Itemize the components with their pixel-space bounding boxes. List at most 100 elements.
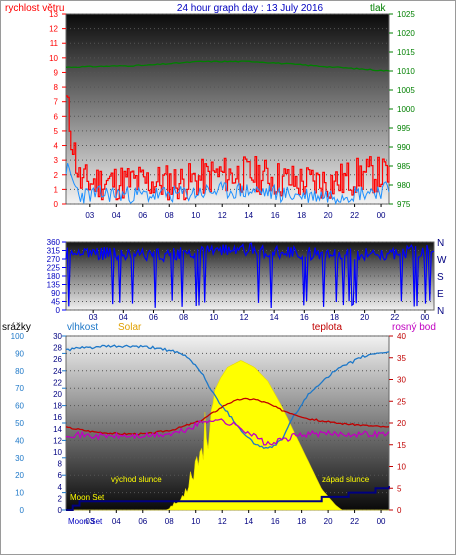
wind-ytick-label: 1 xyxy=(54,185,59,194)
direction-xtick-label: 12 xyxy=(240,313,249,322)
pressure-axis-title: tlak xyxy=(370,3,387,14)
direction-xtick-label: 14 xyxy=(270,313,279,322)
temperature-legend: teplota xyxy=(312,322,342,333)
wind-xtick-label: 10 xyxy=(191,211,200,220)
pressure-ytick-label: 1000 xyxy=(397,105,415,114)
wind-ytick-label: 7 xyxy=(54,98,59,107)
humidity-ytick-label: 0 xyxy=(20,506,25,515)
direction-compass-label: W xyxy=(437,255,447,266)
wind-xtick-label: 03 xyxy=(85,211,94,220)
rain-ytick-label: 26 xyxy=(53,355,62,364)
wind-ytick-label: 9 xyxy=(54,68,59,77)
dewpoint-line xyxy=(66,418,390,446)
wind-xtick-label: 00 xyxy=(377,211,386,220)
wind-axis-title: rychlost větru xyxy=(5,3,64,14)
direction-compass-label: S xyxy=(437,272,444,283)
humidity-ytick-label: 80 xyxy=(15,367,24,376)
wind-avg-line xyxy=(65,163,390,206)
rain-ytick-label: 20 xyxy=(53,390,62,399)
wind-xtick-label: 18 xyxy=(297,211,306,220)
direction-xtick-label: 04 xyxy=(119,313,128,322)
wind-xtick-label: 06 xyxy=(138,211,147,220)
wind-ytick-label: 11 xyxy=(50,39,59,48)
pressure-ytick-label: 1025 xyxy=(397,10,415,19)
direction-xtick-label: 03 xyxy=(89,313,98,322)
temperature-ytick-label: 40 xyxy=(397,332,406,341)
direction-xtick-label: 08 xyxy=(179,313,188,322)
pressure-ytick-label: 995 xyxy=(397,124,411,133)
wind-speed-line xyxy=(66,95,390,201)
direction-ytick-label: 270 xyxy=(47,255,61,264)
rain-ytick-label: 22 xyxy=(53,378,62,387)
direction-ytick-label: 90 xyxy=(51,289,60,298)
direction-compass-label: N xyxy=(437,238,444,249)
direction-xtick-label: 10 xyxy=(209,313,218,322)
wind-ytick-label: 10 xyxy=(49,54,58,63)
solar-legend: Solar xyxy=(118,322,142,333)
rain-ytick-label: 0 xyxy=(58,506,63,515)
direction-xtick-label: 22 xyxy=(390,313,399,322)
temperature-ytick-label: 10 xyxy=(397,463,406,472)
direction-xtick-label: 18 xyxy=(330,313,339,322)
wind-ytick-label: 8 xyxy=(54,83,59,92)
rain-ytick-label: 4 xyxy=(58,483,63,492)
direction-compass-label: N xyxy=(437,306,444,317)
rain-ytick-label: 24 xyxy=(53,367,62,376)
humidity-ytick-label: 90 xyxy=(15,349,24,358)
wind-xtick-label: 14 xyxy=(244,211,253,220)
pressure-ytick-label: 1020 xyxy=(397,29,415,38)
direction-ytick-label: 0 xyxy=(56,306,61,315)
rain-legend: srážky xyxy=(2,322,31,333)
direction-xtick-label: 16 xyxy=(300,313,309,322)
wind-xtick-label: 20 xyxy=(324,211,333,220)
rain-line xyxy=(66,486,390,511)
temperature-ytick-label: 5 xyxy=(397,484,402,493)
weather-xtick-label: 12 xyxy=(218,517,227,526)
direction-ytick-label: 180 xyxy=(47,272,61,281)
moonset-label: Moon Set xyxy=(70,493,105,502)
pressure-ytick-label: 975 xyxy=(397,200,411,209)
direction-ytick-label: 45 xyxy=(51,298,60,307)
wind-ytick-label: 4 xyxy=(54,142,59,151)
direction-ytick-label: 225 xyxy=(47,264,61,273)
humidity-ytick-label: 40 xyxy=(15,436,24,445)
solar-area xyxy=(66,360,389,511)
humidity-ytick-label: 60 xyxy=(15,402,24,411)
weather-xtick-label: 10 xyxy=(191,517,200,526)
wind-ytick-label: 6 xyxy=(54,112,59,121)
direction-ytick-label: 135 xyxy=(47,281,61,290)
moonrise-label: Moon Rise xyxy=(243,492,282,501)
rain-ytick-label: 30 xyxy=(53,332,62,341)
humidity-ytick-label: 100 xyxy=(11,332,25,341)
temperature-ytick-label: 30 xyxy=(397,376,406,385)
temperature-ytick-label: 15 xyxy=(397,441,406,450)
temperature-ytick-label: 25 xyxy=(397,397,406,406)
rain-ytick-label: 16 xyxy=(53,413,62,422)
wind-ytick-label: 0 xyxy=(54,200,59,209)
rain-ytick-label: 10 xyxy=(53,448,62,457)
sunset-label: západ slunce xyxy=(322,475,370,484)
pressure-ytick-label: 990 xyxy=(397,143,411,152)
rain-ytick-label: 18 xyxy=(53,402,62,411)
humidity-line xyxy=(65,344,390,450)
rain-ytick-label: 12 xyxy=(53,436,62,445)
wind-ytick-label: 2 xyxy=(54,171,59,180)
pressure-ytick-label: 985 xyxy=(397,162,411,171)
wind-ytick-label: 12 xyxy=(49,25,58,34)
wind-xtick-label: 16 xyxy=(271,211,280,220)
weather-xtick-label: 08 xyxy=(165,517,174,526)
dewpoint-legend: rosný bod xyxy=(392,322,436,333)
temperature-ytick-label: 0 xyxy=(397,506,402,515)
weather-xtick-label: 18 xyxy=(297,517,306,526)
rain-ytick-label: 28 xyxy=(53,344,62,353)
wind-ytick-label: 5 xyxy=(54,127,59,136)
direction-xtick-label: 20 xyxy=(360,313,369,322)
temperature-line xyxy=(65,397,390,436)
temperature-ytick-label: 35 xyxy=(397,354,406,363)
direction-ytick-label: 315 xyxy=(47,247,61,256)
wind-xtick-label: 08 xyxy=(165,211,174,220)
weather-xtick-label: 16 xyxy=(271,517,280,526)
weather-xtick-label: 03 xyxy=(85,517,94,526)
direction-xtick-label: 00 xyxy=(420,313,429,322)
wind-xtick-label: 22 xyxy=(350,211,359,220)
